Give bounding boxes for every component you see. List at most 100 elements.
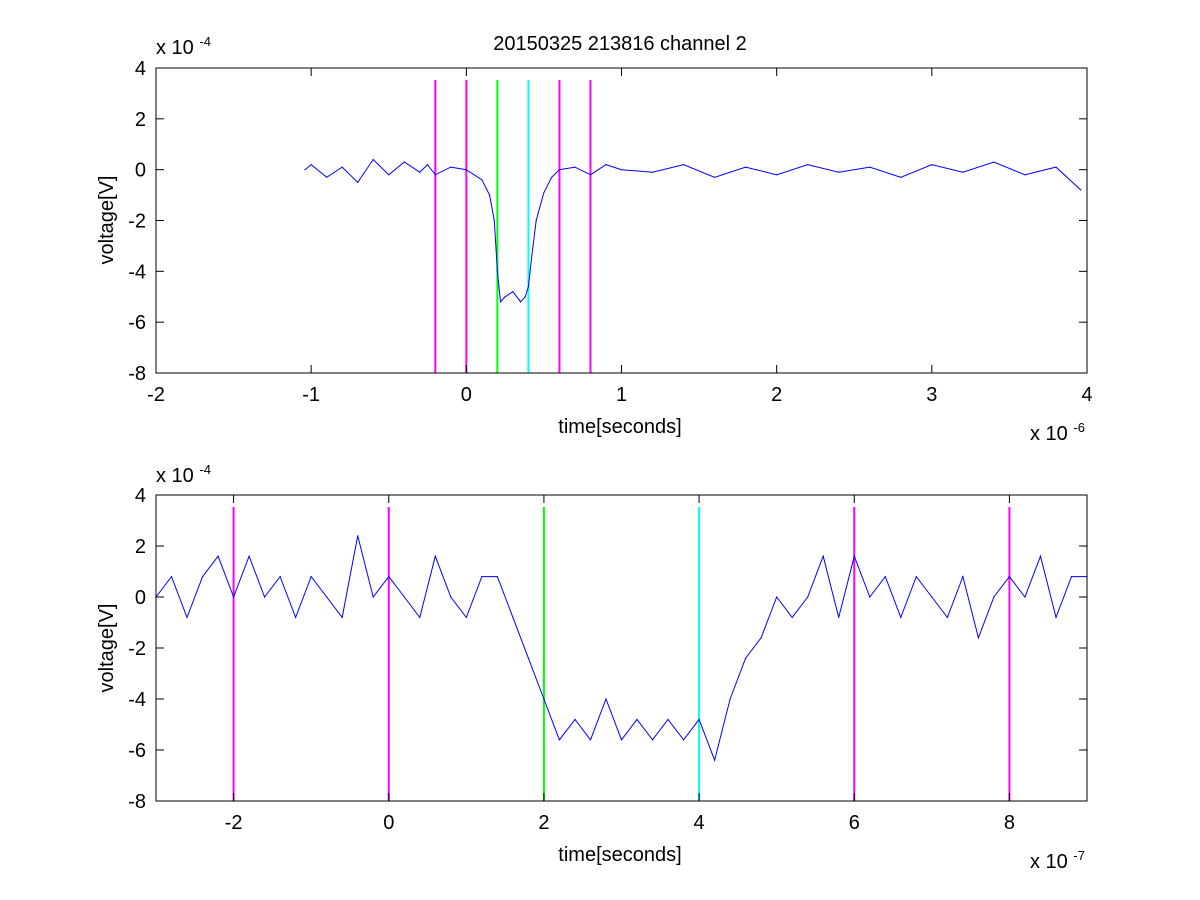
plot-bottom-data-point xyxy=(543,698,545,700)
plot-top-data-point xyxy=(682,163,685,166)
plot-bottom-ytick-label: -6 xyxy=(128,740,146,762)
plot-bottom-data-point xyxy=(946,616,948,619)
plot-top-data-point xyxy=(496,270,498,272)
plot-bottom-data-point xyxy=(527,657,530,659)
plot-top-x-multiplier: x 10 -6 xyxy=(1030,420,1085,445)
plot-top-data-point xyxy=(993,161,995,163)
plot-bottom-ticks: -2 0 2 4 6 8 -8 -6 -4 -2 0 2 4 xyxy=(128,485,1087,834)
plot-bottom-data-point xyxy=(465,616,467,619)
plot-top-data-point xyxy=(589,174,592,176)
plot-bottom-data-point xyxy=(512,616,514,619)
plot-bottom-data-point xyxy=(915,576,917,578)
plot-top-data-point xyxy=(434,174,436,176)
plot-bottom-xlabel: time[seconds] xyxy=(558,844,681,866)
plot-bottom-data-point xyxy=(869,596,871,598)
plot-top-data-point xyxy=(499,301,502,303)
plot-top-data-point xyxy=(403,161,405,163)
plot-bottom-xtick-label: 4 xyxy=(694,812,705,834)
plot-top-data-point xyxy=(900,176,902,178)
plot-bottom-data-point xyxy=(481,576,483,578)
plot-bottom-data-point xyxy=(931,596,933,598)
plot-bottom-data-point xyxy=(714,759,716,761)
plot-top-data-point xyxy=(310,163,312,166)
plot-top-y-multiplier: x 10 -4 xyxy=(156,34,211,59)
plot-bottom-ytick-label: -8 xyxy=(128,791,146,813)
plot-top-xtick-label: -2 xyxy=(147,384,165,406)
plot-top-data-point xyxy=(620,169,623,171)
plot-bottom-data-point xyxy=(450,596,452,598)
plot-bottom-xtick-label: -2 xyxy=(225,812,243,834)
plot-top-x-multiplier-base: x 10 xyxy=(1030,423,1068,445)
plot-bottom-x-multiplier-exp: -7 xyxy=(1073,848,1085,863)
plot-top-ytick-label: -8 xyxy=(128,363,146,385)
plot-bottom-data-point xyxy=(807,596,809,598)
plot-bottom-y-multiplier-base: x 10 xyxy=(156,465,194,487)
plot-bottom-data-point xyxy=(822,555,824,557)
plot-top-data-point xyxy=(304,169,306,171)
plot-bottom-data-point xyxy=(1039,555,1042,557)
plot-top: -2 -1 0 1 2 3 4 -8 -6 -4 -2 0 2 4 time[seconds] volta… xyxy=(96,34,1093,445)
plot-top-ylabel: voltage[V] xyxy=(96,176,118,265)
plot-bottom-data-point xyxy=(558,739,561,741)
plot-bottom-data-point xyxy=(620,739,623,741)
plot-top-data-point xyxy=(426,163,429,166)
plot-top-data-point xyxy=(527,285,530,288)
plot-top-data-point xyxy=(869,166,871,168)
plot-bottom-data-point xyxy=(419,616,421,619)
plot-top-data-point xyxy=(524,296,526,298)
plot-top-data-point xyxy=(520,301,522,303)
plot-top-data-point xyxy=(543,191,545,194)
plot-top-xtick-label: 3 xyxy=(926,384,937,406)
plot-top-data-point xyxy=(535,219,537,222)
plot-bottom-data-point xyxy=(589,739,592,741)
plot-bottom-data-point xyxy=(248,555,250,557)
plot-top-data-point xyxy=(493,219,495,222)
plot-top-data-point xyxy=(745,166,747,168)
plot-top-vlines xyxy=(434,80,592,373)
plot-bottom-data-point xyxy=(1008,576,1011,578)
plot-top-xtick-label: -1 xyxy=(302,384,320,406)
plot-top-ytick-label: -6 xyxy=(128,312,146,334)
plot-bottom-data-point xyxy=(884,576,886,578)
plot-bottom-data-point xyxy=(403,596,405,598)
plot-top-xtick-label: 2 xyxy=(771,384,782,406)
plot-top-data-point xyxy=(605,163,607,166)
plot-bottom-series xyxy=(155,535,1088,762)
plot-top-data-point xyxy=(714,176,716,178)
plot-top-data-point xyxy=(574,166,576,168)
plot-top-data-point xyxy=(326,176,328,178)
plot-bottom-xtick-label: 0 xyxy=(383,812,394,834)
plot-bottom-data-point xyxy=(232,596,235,598)
plot-top-data-point xyxy=(465,169,467,171)
plot-top-x-multiplier-exp: -6 xyxy=(1073,420,1085,435)
plot-top-xtick-label: 1 xyxy=(616,384,627,406)
plot-top-xtick-label: 0 xyxy=(461,384,472,406)
plot-top-data-point xyxy=(388,174,390,176)
plot-bottom-xtick-label: 8 xyxy=(1004,812,1015,834)
plot-bottom-data-point xyxy=(698,718,700,721)
plot-top-data-point xyxy=(481,179,483,181)
plot-bottom-xtick-label: 2 xyxy=(538,812,549,834)
plot-top-ticks: -2 -1 0 1 2 3 4 -8 -6 -4 -2 0 2 4 xyxy=(128,58,1092,406)
plot-top-data-point xyxy=(341,166,343,168)
plot-bottom-data-point xyxy=(1024,596,1026,598)
plot-bottom-data-point xyxy=(651,739,654,741)
plot-top-data-point xyxy=(450,166,452,168)
plot-top-data-point xyxy=(1080,189,1082,191)
plot-top-data-point xyxy=(489,194,491,196)
plot-top-ytick-label: 0 xyxy=(135,160,146,182)
plot-top-data-point xyxy=(512,291,514,293)
plot-bottom-data-point xyxy=(636,718,638,721)
plot-bottom-data-point xyxy=(201,576,204,578)
plot-top-ytick-label: -4 xyxy=(128,261,146,283)
plot-bottom-data-point xyxy=(372,596,374,598)
plot-top-xtick-label: 4 xyxy=(1081,384,1092,406)
plot-top-series xyxy=(304,158,1082,303)
plot-top-data-point xyxy=(807,163,809,166)
plot-bottom-data-point xyxy=(682,739,685,741)
plot-bottom-data-point xyxy=(993,596,995,598)
plot-top-data-point xyxy=(558,169,561,171)
plot-top-ytick-label: -2 xyxy=(128,211,146,233)
plot-bottom-data-point xyxy=(605,698,607,700)
